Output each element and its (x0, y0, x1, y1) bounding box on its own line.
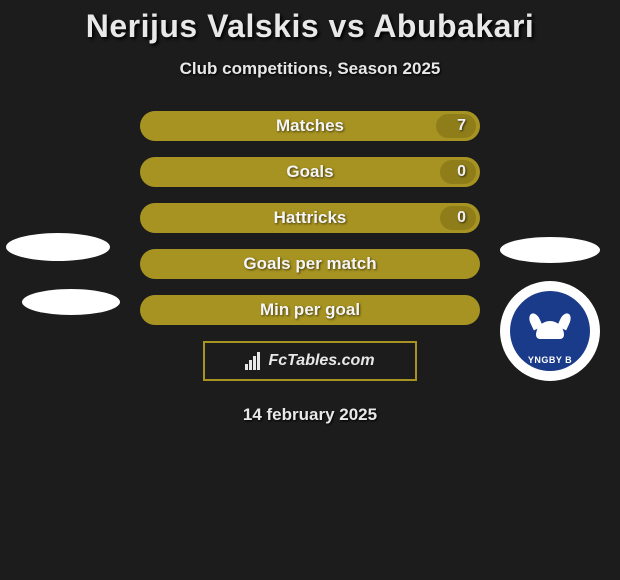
stat-row: Matches 7 (0, 111, 620, 141)
stat-bar-hattricks: Hattricks 0 (140, 203, 480, 233)
comparison-infographic: Nerijus Valskis vs Abubakari Club compet… (0, 0, 620, 580)
club-badge-inner: YNGBY B (510, 291, 590, 371)
stat-bar-matches: Matches 7 (140, 111, 480, 141)
page-title: Nerijus Valskis vs Abubakari (0, 8, 620, 45)
stat-label: Hattricks (274, 208, 347, 228)
stat-value: 7 (457, 117, 466, 135)
player-left-placeholder-1 (6, 233, 110, 261)
page-subtitle: Club competitions, Season 2025 (0, 59, 620, 79)
date-text: 14 february 2025 (0, 405, 620, 425)
stat-bar-goals: Goals 0 (140, 157, 480, 187)
fctables-chart-icon (245, 352, 260, 370)
stat-value: 0 (457, 209, 466, 227)
club-badge-text: YNGBY B (528, 355, 572, 365)
stat-bar-min-per-goal: Min per goal (140, 295, 480, 325)
attribution-text: FcTables.com (268, 352, 374, 370)
stat-value: 0 (457, 163, 466, 181)
player-left-placeholder-2 (22, 289, 120, 315)
stat-row: Hattricks 0 (0, 203, 620, 233)
club-badge-right: YNGBY B (500, 281, 600, 381)
stat-bar-inner (436, 114, 476, 138)
viking-icon (530, 313, 570, 349)
stat-row: Goals 0 (0, 157, 620, 187)
stats-area: YNGBY B Matches 7 Goals 0 Hattricks 0 (0, 111, 620, 425)
attribution-box: FcTables.com (203, 341, 417, 381)
stat-label: Matches (276, 116, 344, 136)
stat-label: Min per goal (260, 300, 360, 320)
stat-bar-goals-per-match: Goals per match (140, 249, 480, 279)
stat-label: Goals (286, 162, 333, 182)
player-right-placeholder (500, 237, 600, 263)
stat-label: Goals per match (243, 254, 376, 274)
